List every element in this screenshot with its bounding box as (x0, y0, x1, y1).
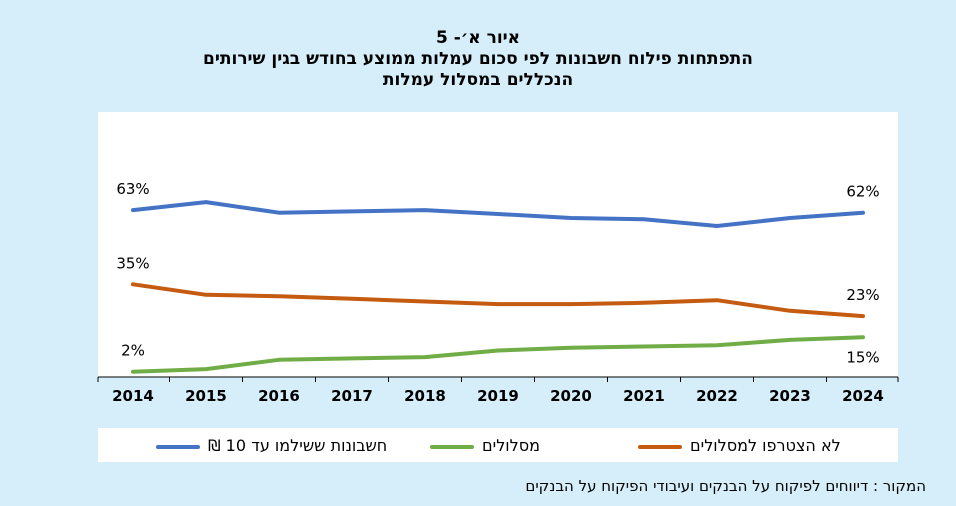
data-label-first: 35% (116, 254, 149, 272)
series-line-1 (131, 335, 865, 374)
legend-label-green: מסלולים (482, 436, 540, 455)
x-tick-label: 2015 (185, 387, 227, 405)
x-tick-label: 2019 (477, 387, 519, 405)
data-label-first: 63% (116, 180, 149, 198)
legend-swatch-green (430, 445, 474, 449)
x-tick-label: 2021 (623, 387, 665, 405)
source-note: המקור : דיווחים לפיקוח על הבנקים ועיבודי… (525, 477, 926, 495)
data-label-last: 62% (846, 183, 879, 201)
x-tick-label: 2022 (696, 387, 738, 405)
legend: חשבונות ששילמו עד 10 ₪ מסלולים לא הצטרפו… (98, 428, 898, 462)
x-tick-label: 2020 (550, 387, 592, 405)
data-label-first: 2% (121, 342, 145, 360)
legend-label-orange: לא הצטרפו למסלולים (690, 436, 841, 455)
x-tick-label: 2016 (258, 387, 300, 405)
data-label-last: 23% (846, 286, 879, 304)
x-tick-label: 2017 (331, 387, 373, 405)
legend-label-blue: חשבונות ששילמו עד 10 ₪ (208, 436, 388, 455)
line-chart: 63% 62% 2% 15% 35% 23% (116, 180, 880, 374)
chart-subtitle: הנכללים במסלול עמלות (382, 70, 574, 90)
x-tick-label: 2018 (404, 387, 446, 405)
x-tick-label: 2014 (112, 387, 154, 405)
x-tick-label: 2023 (769, 387, 811, 405)
series-line-2 (131, 282, 865, 319)
chart-titles: איור א׳- 5 התפתחות פילוח חשבונות לפי סכו… (0, 28, 956, 91)
legend-swatch-orange (638, 445, 682, 449)
x-tick-label: 2024 (842, 387, 884, 405)
figure-number: איור א׳- 5 (435, 28, 521, 48)
plot-area: 63% 62% 2% 15% 35% 23% (98, 112, 898, 377)
data-label-last: 15% (846, 348, 879, 366)
legend-swatch-blue (156, 445, 200, 449)
chart-title: התפתחות פילוח חשבונות לפי סכום עמלות ממו… (203, 49, 753, 69)
